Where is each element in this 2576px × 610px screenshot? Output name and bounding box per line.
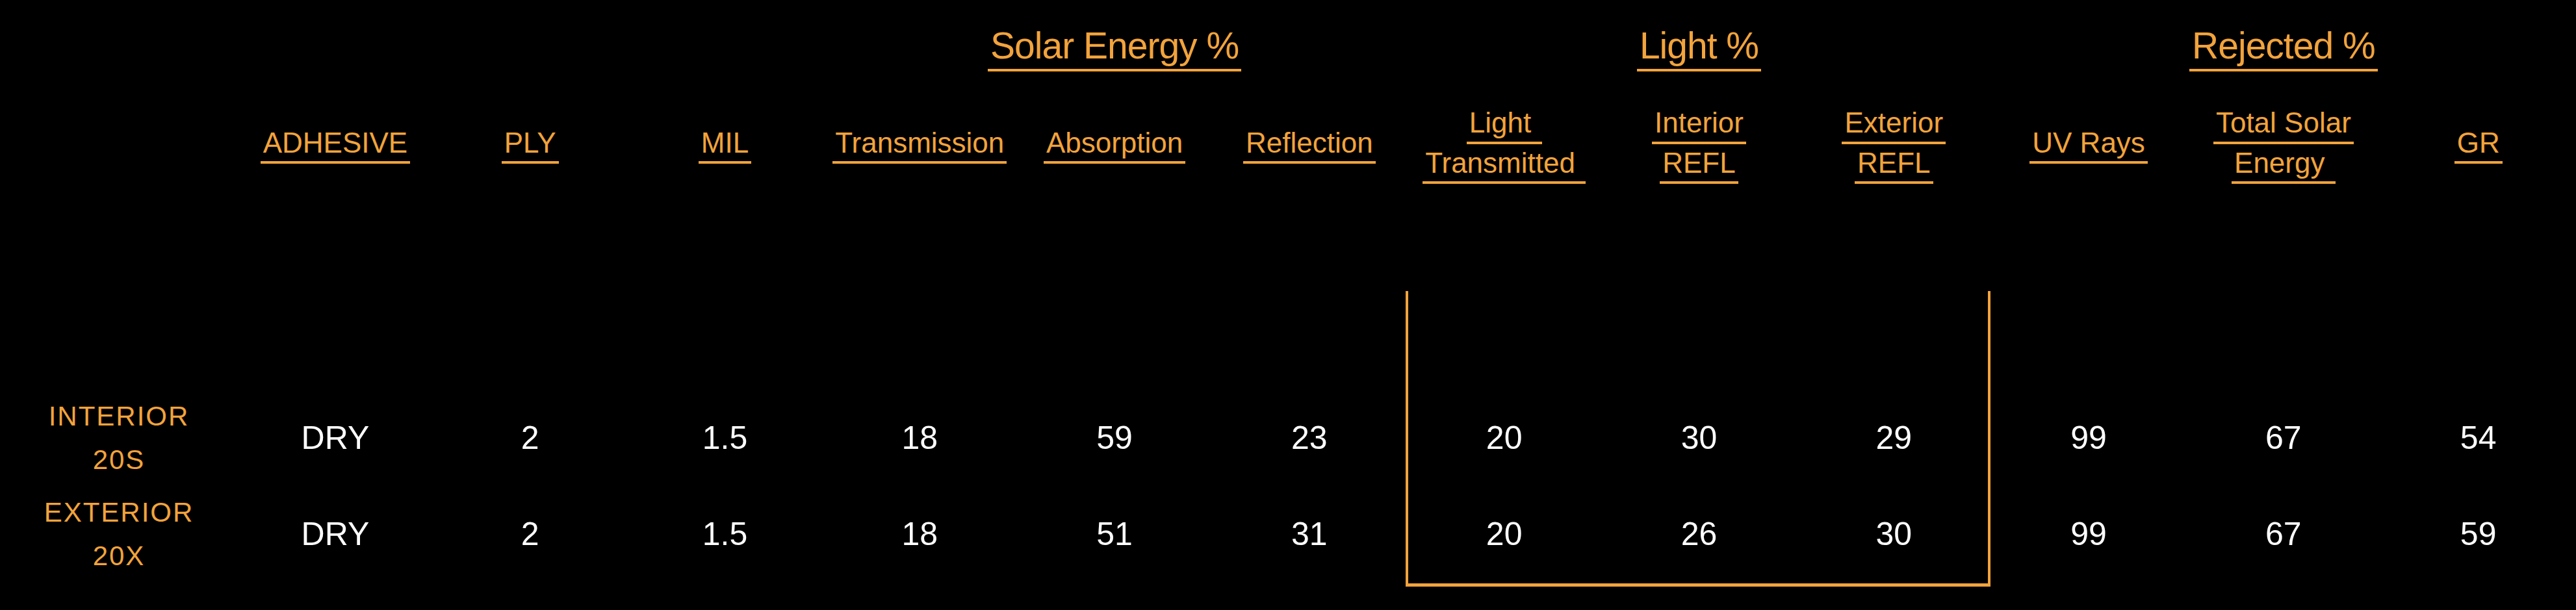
col-header-mil-cell: MIL <box>628 128 823 164</box>
group-header-solar-energy: Solar Energy % <box>988 27 1241 71</box>
col-header-exterior-refl-line1: Exterior <box>1842 108 1946 144</box>
col-header-mil: MIL <box>699 128 751 164</box>
cell-exterior-20x-mil: 1.5 <box>628 518 823 550</box>
col-header-transmission-cell: Transmission <box>822 128 1017 164</box>
table-row-exterior-20x: EXTERIOR 20X DRY 2 1.5 18 51 31 20 26 30… <box>0 486 2576 582</box>
row-label-interior-20s: INTERIOR 20S <box>0 394 238 481</box>
cell-exterior-20x-ply: 2 <box>433 518 628 550</box>
col-header-reflection-cell: Reflection <box>1212 128 1407 164</box>
col-header-uv-rays-cell: UV Rays <box>1991 128 2186 164</box>
row-label-interior-20s-line1: INTERIOR <box>49 394 190 438</box>
col-header-reflection: Reflection <box>1243 128 1376 164</box>
col-header-gr-cell: GR <box>2381 128 2576 164</box>
cell-interior-20s-interior-refl: 30 <box>1602 422 1797 454</box>
cell-interior-20s-exterior-refl: 29 <box>1796 422 1991 454</box>
col-header-absorption: Absorption <box>1044 128 1185 164</box>
cell-exterior-20x-absorption: 51 <box>1017 518 1212 550</box>
col-header-ply: PLY <box>502 128 559 164</box>
cell-interior-20s-gr: 54 <box>2381 422 2576 454</box>
col-header-light-transmitted-cell: Light Transmitted <box>1407 108 1602 183</box>
cell-interior-20s-light-transmitted: 20 <box>1407 422 1602 454</box>
cell-interior-20s-total-solar-energy: 67 <box>2186 422 2381 454</box>
cell-exterior-20x-exterior-refl: 30 <box>1796 518 1991 550</box>
group-header-solar-energy-cell: Solar Energy % <box>1017 27 1212 71</box>
col-header-interior-refl-line2: REFL <box>1660 148 1738 184</box>
cell-exterior-20x-adhesive: DRY <box>238 518 433 550</box>
col-header-interior-refl-line1: Interior <box>1652 108 1746 144</box>
col-header-absorption-cell: Absorption <box>1017 128 1212 164</box>
cell-exterior-20x-uv-rays: 99 <box>1991 518 2186 550</box>
group-header-row: Solar Energy % Light % Rejected % <box>0 0 2576 88</box>
col-header-adhesive-cell: ADHESIVE <box>238 128 433 164</box>
row-label-exterior-20x: EXTERIOR 20X <box>0 490 238 578</box>
cell-exterior-20x-light-transmitted: 20 <box>1407 518 1602 550</box>
col-header-exterior-refl-cell: Exterior REFL <box>1796 108 1991 183</box>
group-header-rejected-cell: Rejected % <box>2186 27 2381 71</box>
col-header-total-solar-energy-cell: Total Solar Energy <box>2186 108 2381 183</box>
col-header-total-solar-energy-line2: Energy <box>2232 148 2336 184</box>
row-label-exterior-20x-line2: 20X <box>44 534 194 578</box>
col-header-uv-rays: UV Rays <box>2029 128 2148 164</box>
row-label-exterior-20x-line1: EXTERIOR <box>44 490 194 534</box>
col-header-light-transmitted-line2: Transmitted <box>1423 148 1586 184</box>
col-header-gr: GR <box>2454 128 2503 164</box>
cell-interior-20s-ply: 2 <box>433 422 628 454</box>
group-header-light-cell: Light % <box>1602 27 1797 71</box>
cell-exterior-20x-gr: 59 <box>2381 518 2576 550</box>
col-header-interior-refl-cell: Interior REFL <box>1602 108 1797 183</box>
col-header-transmission: Transmission <box>832 128 1007 164</box>
cell-interior-20s-uv-rays: 99 <box>1991 422 2186 454</box>
col-header-light-transmitted-line1: Light <box>1467 108 1542 144</box>
empty-band <box>0 195 2576 390</box>
cell-exterior-20x-reflection: 31 <box>1212 518 1407 550</box>
group-header-light: Light % <box>1637 27 1761 71</box>
group-header-rejected: Rejected % <box>2189 27 2378 71</box>
column-header-row: ADHESIVE PLY MIL Transmission Absorption… <box>0 88 2576 195</box>
col-header-exterior-refl-line2: REFL <box>1855 148 1933 184</box>
cell-exterior-20x-transmission: 18 <box>822 518 1017 550</box>
cell-exterior-20x-interior-refl: 26 <box>1602 518 1797 550</box>
cell-interior-20s-mil: 1.5 <box>628 422 823 454</box>
row-label-interior-20s-line2: 20S <box>49 438 190 481</box>
col-header-total-solar-energy-line1: Total Solar <box>2213 108 2354 144</box>
col-header-adhesive: ADHESIVE <box>261 128 411 164</box>
cell-interior-20s-absorption: 59 <box>1017 422 1212 454</box>
table-row-interior-20s: INTERIOR 20S DRY 2 1.5 18 59 23 20 30 29… <box>0 390 2576 486</box>
col-header-ply-cell: PLY <box>433 128 628 164</box>
cell-exterior-20x-total-solar-energy: 67 <box>2186 518 2381 550</box>
cell-interior-20s-transmission: 18 <box>822 422 1017 454</box>
spec-sheet-page: { "colors": { "background": "#000000", "… <box>0 0 2576 610</box>
cell-interior-20s-reflection: 23 <box>1212 422 1407 454</box>
cell-interior-20s-adhesive: DRY <box>238 422 433 454</box>
